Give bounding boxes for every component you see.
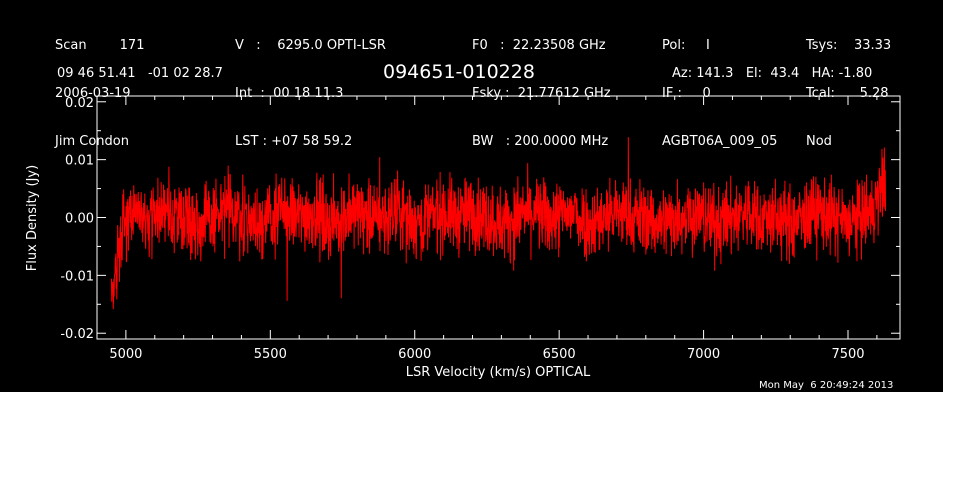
plot-panel: Scan 171 2006-03-19 Jim Condon V : 6295.… bbox=[0, 0, 943, 392]
header-tsys: Tsys: 33.33 bbox=[806, 38, 892, 53]
header-date: 2006-03-19 bbox=[55, 86, 131, 101]
spectrum-line bbox=[110, 137, 887, 310]
y-tick-label: -0.02 bbox=[60, 327, 94, 342]
x-axis: 5000 5500 6000 6500 7000 7500 bbox=[96, 96, 878, 362]
y-tick-label: 0.02 bbox=[65, 96, 94, 111]
header-scan: Scan 171 bbox=[55, 38, 145, 53]
x-axis-title: LSR Velocity (km/s) OPTICAL bbox=[406, 365, 591, 380]
timestamp: Mon May 6 20:49:24 2013 bbox=[759, 380, 894, 391]
y-axis-title: Flux Density (Jy) bbox=[25, 165, 40, 271]
header-lst: LST : +07 58 59.2 bbox=[235, 134, 353, 149]
x-tick-label: 6500 bbox=[543, 347, 576, 362]
spectrum-trace-group bbox=[110, 137, 887, 310]
header-velocity: V : 6295.0 OPTI-LSR bbox=[235, 38, 386, 53]
header-observer: Jim Condon bbox=[55, 134, 129, 149]
header-pointing: Az: 141.3 El: 43.4 HA: -1.80 bbox=[672, 66, 873, 81]
header-pol-block: Pol: I IF : 0 AGBT06A_009_05 bbox=[662, 6, 777, 182]
header-tsys-block: Tsys: 33.33 Tcal: 5.28 Nod bbox=[806, 6, 891, 182]
header-frequency-block: F0 : 22.23508 GHz Fsky : 21.77612 GHz BW… bbox=[472, 6, 611, 182]
header-if: IF : 0 bbox=[662, 86, 711, 101]
y-tick-label: -0.01 bbox=[60, 269, 94, 284]
x-tick-label: 7500 bbox=[831, 347, 864, 362]
x-tick-label: 5500 bbox=[254, 347, 287, 362]
header-fsky: Fsky : 21.77612 GHz bbox=[472, 86, 611, 101]
header-coordinates: 09 46 51.41 -01 02 28.7 bbox=[57, 66, 223, 81]
header-int: Int : 00 18 11.3 bbox=[235, 86, 344, 101]
x-tick-label: 7000 bbox=[687, 347, 720, 362]
header-f0: F0 : 22.23508 GHz bbox=[472, 38, 606, 53]
x-tick-label: 5000 bbox=[109, 347, 142, 362]
x-tick-label: 6000 bbox=[398, 347, 431, 362]
header-bw: BW : 200.0000 MHz bbox=[472, 134, 609, 149]
header-project: AGBT06A_009_05 bbox=[662, 134, 778, 149]
source-name: 094651-010228 bbox=[383, 61, 535, 83]
header-pol: Pol: I bbox=[662, 38, 710, 53]
y-tick-label: 0.01 bbox=[65, 154, 94, 169]
header-procedure: Nod bbox=[806, 134, 832, 149]
header-velocity-block: V : 6295.0 OPTI-LSR Int : 00 18 11.3 LST… bbox=[235, 6, 386, 182]
header-tcal: Tcal: 5.28 bbox=[806, 86, 889, 101]
y-axis: -0.02 -0.01 0.00 0.01 0.02 bbox=[60, 96, 900, 342]
header-scan-block: Scan 171 2006-03-19 Jim Condon bbox=[55, 6, 144, 182]
y-tick-label: 0.00 bbox=[65, 212, 94, 227]
spectrum-chart: 5000 5500 6000 6500 7000 7500 -0.02 -0.01 0.00 0… bbox=[25, 95, 901, 380]
